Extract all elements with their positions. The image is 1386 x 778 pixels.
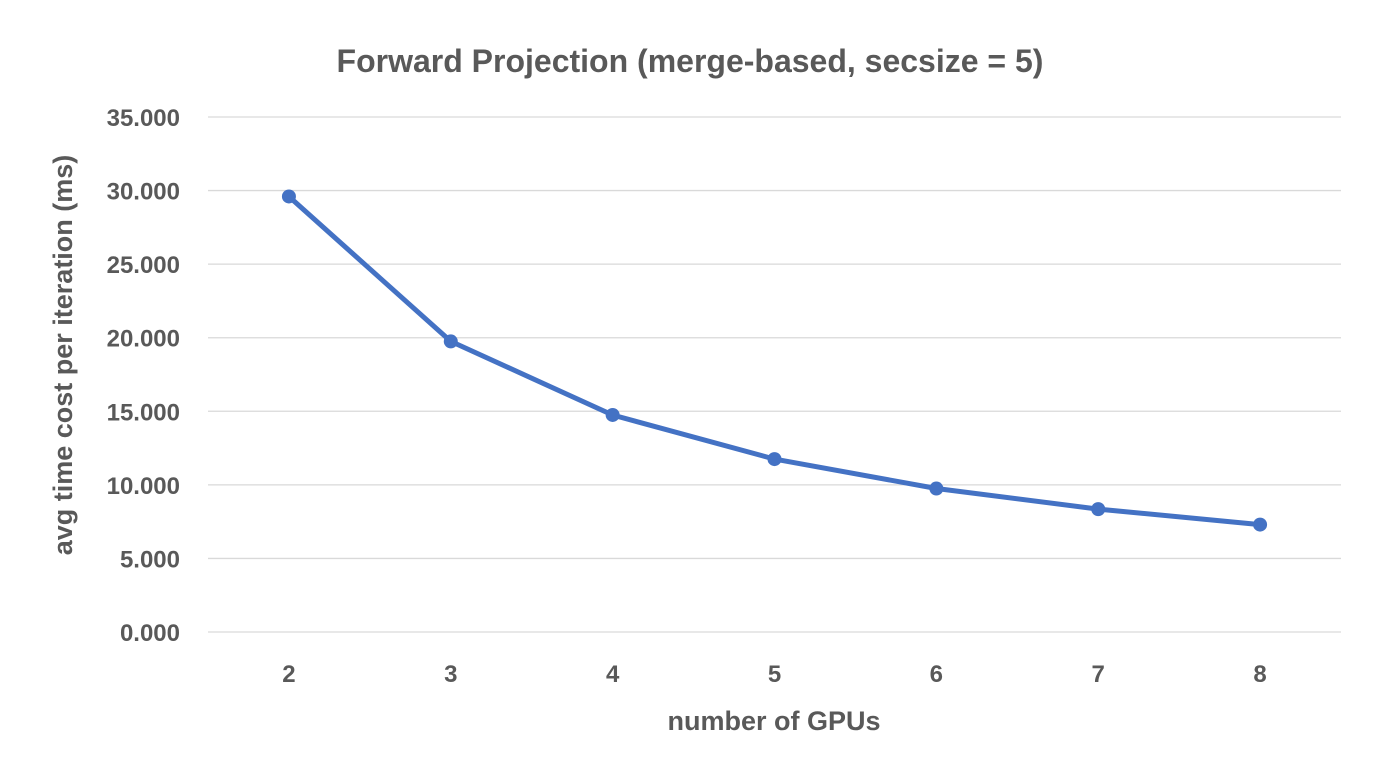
data-point: [281, 189, 296, 204]
data-point: [1091, 502, 1106, 517]
y-tick-label: 35.000: [107, 105, 180, 132]
y-tick-label: 15.000: [107, 399, 180, 426]
y-axis-title: avg time cost per iteration (ms): [48, 155, 78, 556]
y-axis-ticks: 0.000 5.000 10.000 15.000 20.000 25.000 30.000…: [107, 105, 180, 647]
x-axis-ticks: 2 3 4 5 6 7 8: [282, 661, 1267, 688]
chart-title: Forward Projection (merge-based, secsize…: [337, 43, 1044, 79]
x-tick-label: 3: [444, 661, 457, 688]
data-point: [605, 407, 620, 422]
y-tick-label: 30.000: [107, 179, 180, 206]
data-point: [1253, 517, 1268, 532]
y-tick-label: 5.000: [120, 546, 180, 573]
y-tick-label: 0.000: [120, 620, 180, 647]
series-layer: [281, 189, 1268, 532]
series-line: [286, 194, 1263, 528]
y-tick-label: 20.000: [107, 326, 180, 353]
x-tick-label: 8: [1253, 661, 1266, 688]
gridlines: [208, 116, 1341, 633]
x-axis-title: number of GPUs: [667, 706, 880, 736]
y-tick-label: 25.000: [107, 252, 180, 279]
x-tick-label: 5: [768, 661, 781, 688]
x-tick-label: 7: [1092, 661, 1105, 688]
data-point: [767, 452, 782, 467]
x-tick-label: 2: [282, 661, 295, 688]
data-point: [443, 334, 458, 349]
x-tick-label: 6: [930, 661, 943, 688]
data-point: [929, 481, 944, 496]
y-tick-label: 10.000: [107, 473, 180, 500]
x-tick-label: 4: [606, 661, 620, 688]
